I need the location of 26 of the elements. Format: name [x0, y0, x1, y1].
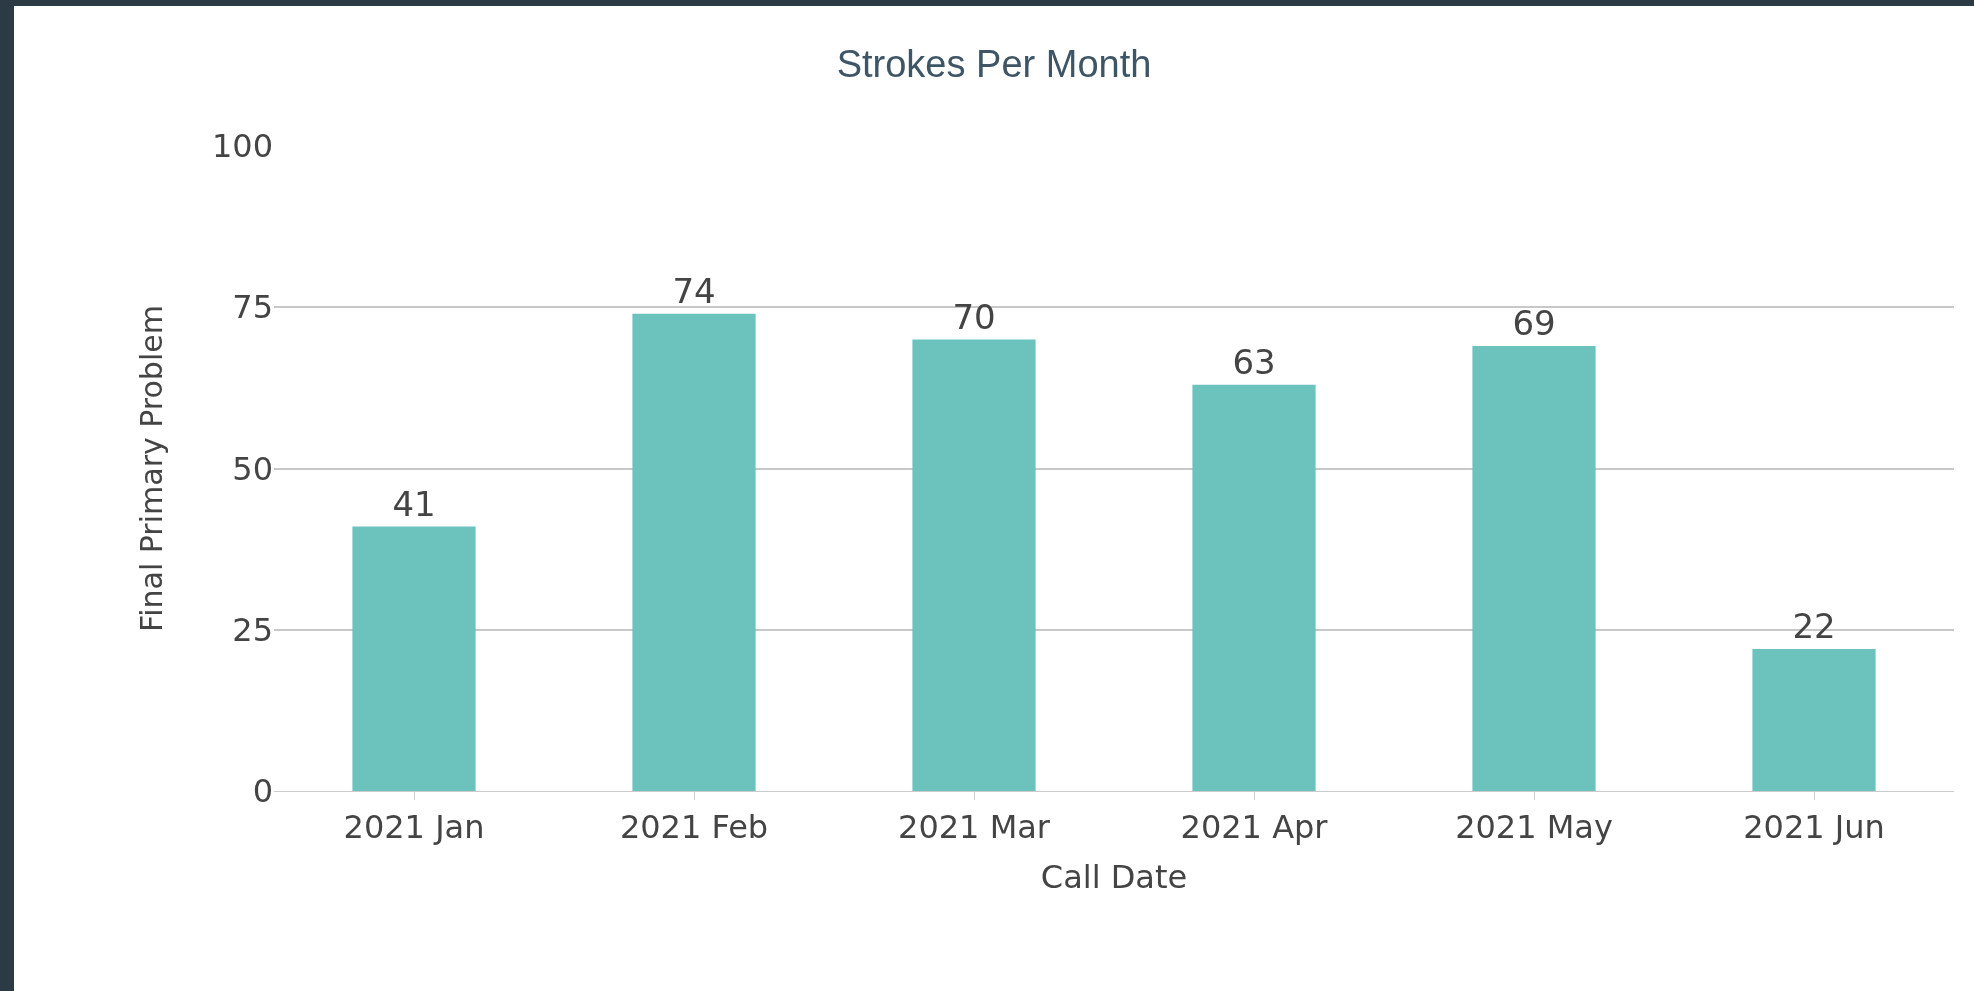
x-tick-label: 2021 May: [1455, 808, 1613, 847]
x-tick-label: 2021 Mar: [898, 808, 1051, 847]
data-label: 22: [1792, 606, 1836, 647]
y-tick-label: 25: [232, 610, 273, 649]
x-tick-label: 2021 Jan: [343, 808, 485, 847]
x-tick-label: 2021 Jun: [1743, 808, 1885, 847]
data-label: 70: [952, 296, 996, 337]
bar: [912, 339, 1036, 791]
bar: [1472, 345, 1596, 791]
y-tick-label: 0: [252, 772, 273, 811]
y-tick-label: 50: [232, 449, 273, 488]
bar: [1752, 649, 1876, 791]
bar: [632, 313, 756, 791]
y-axis-title: Final Primary Problem: [133, 305, 169, 632]
x-axis-title: Call Date: [1040, 858, 1188, 897]
data-label: 69: [1512, 302, 1556, 343]
y-tick-label: 100: [211, 127, 273, 166]
data-label: 74: [672, 270, 716, 311]
y-tick-label: 75: [232, 288, 273, 327]
x-tick-label: 2021 Feb: [619, 808, 769, 847]
bar: [352, 526, 476, 791]
chart-title: Strokes Per Month: [836, 42, 1152, 85]
x-tick-label: 2021 Apr: [1180, 808, 1329, 847]
data-label: 63: [1232, 341, 1276, 382]
bar: [1192, 384, 1316, 791]
data-label: 41: [392, 483, 436, 524]
